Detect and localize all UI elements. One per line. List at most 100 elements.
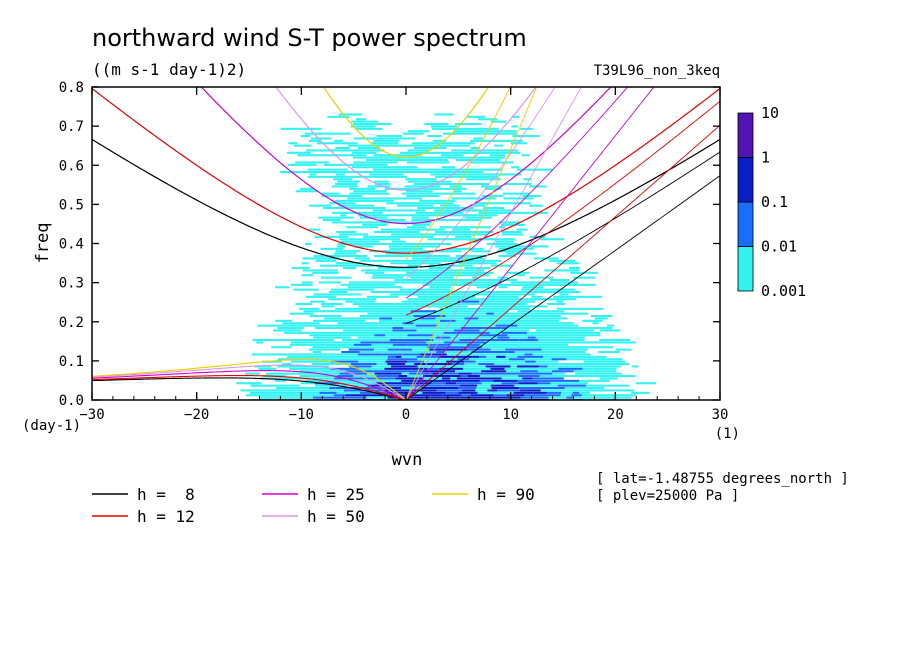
- heatmap-cell: [595, 355, 607, 358]
- heatmap-cell: [398, 303, 412, 306]
- heatmap-cell: [527, 336, 536, 339]
- heatmap-cell: [406, 161, 423, 164]
- heatmap-cell: [339, 238, 349, 241]
- heatmap-cell: [492, 209, 513, 212]
- heatmap-cell: [338, 113, 362, 116]
- dispersion-curve: [405, 87, 556, 280]
- heatmap-cell: [473, 137, 483, 140]
- heatmap-cell: [462, 355, 473, 358]
- heatmap-cell: [365, 159, 393, 162]
- heatmap-cell: [444, 343, 451, 346]
- heatmap-cell: [481, 370, 507, 373]
- heatmap-cell: [451, 363, 465, 366]
- heatmap-cell: [466, 343, 480, 346]
- heatmap-cell: [608, 389, 620, 392]
- heatmap-cell: [424, 305, 444, 308]
- heatmap-cell: [314, 355, 330, 358]
- heatmap-cell: [379, 166, 394, 169]
- y-units-label: (day-1): [22, 418, 81, 434]
- heatmap-cell: [476, 281, 502, 284]
- heatmap-cell: [257, 394, 285, 397]
- heatmap-cell: [505, 317, 517, 320]
- heatmap-cell: [518, 382, 538, 385]
- heatmap-cell: [295, 303, 313, 306]
- heatmap-cell: [511, 166, 520, 169]
- heatmap-cell: [600, 367, 617, 370]
- heatmap-cell: [501, 377, 523, 380]
- heatmap-cell: [303, 127, 322, 130]
- heatmap-cell: [362, 300, 376, 303]
- heatmap-cell: [486, 355, 497, 358]
- heatmap-cell: [443, 259, 461, 262]
- heatmap-cell: [287, 163, 305, 166]
- heatmap-cell: [412, 223, 431, 226]
- heatmap-cell: [454, 130, 471, 133]
- heatmap-cell: [607, 324, 615, 327]
- heatmap-cell: [302, 151, 311, 154]
- heatmap-cell: [444, 312, 453, 315]
- heatmap-cell: [620, 396, 632, 399]
- heatmap-cell: [314, 235, 342, 238]
- heatmap-cell: [582, 365, 592, 368]
- heatmap-cell: [323, 207, 350, 210]
- heatmap-cell: [466, 307, 476, 310]
- heatmap-cell: [557, 384, 571, 387]
- heatmap-cell: [585, 355, 596, 358]
- heatmap-cell: [453, 204, 460, 207]
- heatmap-cell: [404, 336, 419, 339]
- heatmap-cell: [452, 144, 471, 147]
- heatmap-cell: [303, 360, 331, 363]
- heatmap-cell: [494, 363, 509, 366]
- heatmap-cell: [490, 120, 507, 123]
- heatmap-cell: [335, 250, 343, 253]
- heatmap-cell: [350, 204, 366, 207]
- heatmap-cell: [349, 365, 372, 368]
- heatmap-cell: [414, 168, 426, 171]
- heatmap-cell: [276, 387, 290, 390]
- run-label: T39L96_non_3keq: [594, 63, 720, 79]
- heatmap-cell: [556, 262, 579, 265]
- heatmap-cell: [414, 233, 440, 236]
- heatmap-cell: [428, 267, 435, 270]
- heatmap-cell: [549, 259, 576, 262]
- heatmap-cell: [408, 214, 428, 217]
- heatmap-cell: [303, 322, 320, 325]
- heatmap-cell: [364, 207, 386, 210]
- heatmap-cell: [391, 365, 418, 368]
- heatmap-cell: [499, 339, 520, 342]
- heatmap-cell: [469, 358, 488, 361]
- heatmap-cell: [308, 204, 332, 207]
- heatmap-cell: [574, 295, 602, 298]
- y-tick-label: 0.1: [59, 354, 84, 370]
- heatmap-cell: [611, 384, 630, 387]
- heatmap-cell: [284, 331, 297, 334]
- heatmap-cell: [543, 288, 556, 291]
- heatmap-cell: [486, 312, 495, 315]
- heatmap-cell: [347, 283, 372, 286]
- heatmap-cell: [388, 245, 411, 248]
- heatmap-cell: [322, 295, 337, 298]
- heatmap-cell: [474, 336, 498, 339]
- heatmap-cell: [360, 382, 376, 385]
- heatmap-cell: [446, 334, 464, 337]
- heatmap-cell: [531, 295, 543, 298]
- heatmap-cell: [574, 331, 601, 334]
- heatmap-cell: [313, 387, 330, 390]
- heatmap-cell: [464, 315, 486, 318]
- heatmap-cell: [511, 379, 518, 382]
- heatmap-cell: [443, 305, 468, 308]
- heatmap-cell: [557, 346, 579, 349]
- heatmap-cell: [614, 339, 631, 342]
- heatmap-cell: [317, 300, 325, 303]
- heatmap-cell: [489, 154, 506, 157]
- heatmap-cell: [405, 271, 421, 274]
- heatmap-cell: [434, 202, 454, 205]
- heatmap-cell: [395, 377, 415, 380]
- heatmap-cell: [363, 235, 389, 238]
- heatmap-cell: [355, 377, 371, 380]
- heatmap-cell: [386, 295, 399, 298]
- heatmap-cell: [435, 291, 458, 294]
- heatmap-cell: [502, 192, 530, 195]
- heatmap-cell: [330, 346, 342, 349]
- heatmap-cell: [381, 322, 403, 325]
